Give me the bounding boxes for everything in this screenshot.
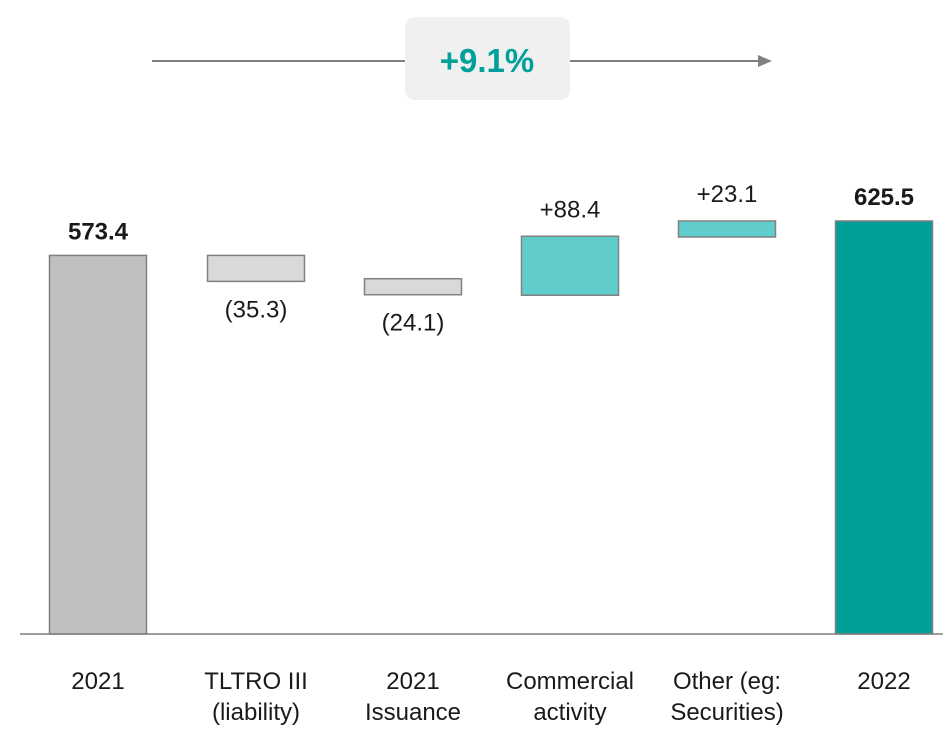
- bar-2: [363, 277, 463, 296]
- value-label-4: +23.1: [697, 181, 758, 208]
- category-label-5-0: 2022: [857, 668, 910, 695]
- category-label-3-1: activity: [533, 699, 606, 726]
- growth-indicator: +9.1%: [152, 17, 772, 100]
- labels-group: 573.4 2021 (35.3) TLTRO III (liability) (24.1…: [68, 181, 914, 726]
- bar-4: [677, 220, 777, 238]
- bar-3: [520, 235, 620, 297]
- category-label-2-1: Issuance: [365, 699, 461, 726]
- value-label-0: 573.4: [68, 218, 129, 245]
- category-label-2-0: 2021: [386, 668, 439, 695]
- growth-arrow-head-icon: [758, 55, 772, 67]
- bar-0: [48, 254, 148, 635]
- value-label-3: +88.4: [540, 196, 601, 223]
- value-label-5: 625.5: [854, 184, 914, 211]
- category-label-1-1: (liability): [212, 699, 300, 726]
- growth-label: +9.1%: [440, 42, 535, 79]
- category-label-1-0: TLTRO III: [204, 668, 308, 695]
- bars-group: [48, 220, 934, 635]
- category-label-0-0: 2021: [71, 668, 124, 695]
- value-label-1: (35.3): [225, 296, 288, 323]
- category-label-3-0: Commercial: [506, 668, 634, 695]
- bar-5: [834, 220, 934, 635]
- growth-badge: [405, 17, 570, 100]
- category-label-4-1: Securities): [670, 699, 783, 726]
- category-label-4-0: Other (eg:: [673, 668, 781, 695]
- bar-1: [206, 254, 306, 283]
- value-label-2: (24.1): [382, 310, 445, 337]
